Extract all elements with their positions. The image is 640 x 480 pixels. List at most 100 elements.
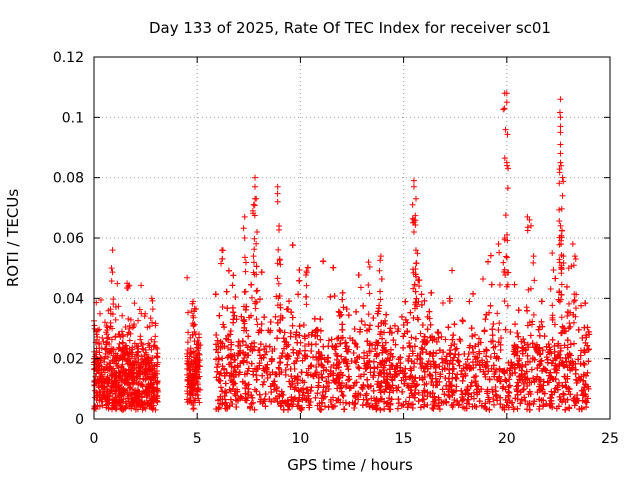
data-point [495, 327, 502, 334]
data-point [148, 384, 155, 391]
data-point [419, 391, 426, 398]
data-point [289, 322, 296, 329]
data-point [187, 350, 194, 357]
data-point [322, 388, 329, 395]
data-point [142, 310, 149, 317]
data-point [562, 379, 569, 386]
data-point [105, 405, 112, 412]
data-point [564, 344, 571, 351]
data-point [446, 366, 453, 373]
data-point [287, 383, 294, 390]
data-point [138, 282, 145, 289]
data-point [232, 294, 239, 301]
data-point [131, 369, 138, 376]
data-point [106, 397, 113, 404]
data-point [520, 386, 527, 393]
data-point [126, 337, 133, 344]
data-point [520, 380, 527, 387]
data-point [125, 315, 132, 322]
data-point [276, 327, 283, 334]
data-point [496, 373, 503, 380]
data-point [148, 336, 155, 343]
data-point [93, 379, 100, 386]
data-point [321, 403, 328, 410]
data-point [539, 347, 546, 354]
data-point [351, 326, 358, 333]
data-point [489, 326, 496, 333]
data-point [102, 378, 109, 385]
data-point [488, 281, 495, 288]
data-point [138, 400, 145, 407]
data-point [351, 400, 358, 407]
data-point [135, 317, 142, 324]
data-point [249, 340, 256, 347]
data-point [115, 303, 122, 310]
data-point [406, 353, 413, 360]
data-point [567, 352, 574, 359]
data-point [543, 354, 550, 361]
data-point [186, 398, 193, 405]
data-point [222, 399, 229, 406]
data-point [124, 350, 131, 357]
data-point [127, 359, 134, 366]
data-point [149, 394, 156, 401]
data-point [296, 388, 303, 395]
data-point [402, 298, 409, 305]
data-point [361, 371, 368, 378]
data-point [128, 405, 135, 412]
data-point [571, 402, 578, 409]
data-point [195, 395, 202, 402]
data-point [135, 348, 142, 355]
data-point [409, 380, 416, 387]
data-point [512, 395, 519, 402]
data-point [190, 373, 197, 380]
data-point [377, 359, 384, 366]
data-point [443, 357, 450, 364]
data-point [424, 326, 431, 333]
data-point [261, 351, 268, 358]
data-point [367, 348, 374, 355]
data-point [564, 396, 571, 403]
data-point [383, 369, 390, 376]
data-point [521, 339, 528, 346]
data-point [136, 364, 143, 371]
data-point [106, 349, 113, 356]
data-point [97, 354, 104, 361]
data-point [351, 404, 358, 411]
data-point [103, 339, 110, 346]
data-point [136, 306, 143, 313]
data-point [338, 353, 345, 360]
data-point [514, 405, 521, 412]
data-point [128, 398, 135, 405]
data-point [108, 336, 115, 343]
data-point [220, 321, 227, 328]
data-point [406, 394, 413, 401]
data-point [585, 346, 592, 353]
data-point [135, 364, 142, 371]
data-point [475, 341, 482, 348]
data-point [564, 375, 571, 382]
data-point [357, 284, 364, 291]
data-point [456, 336, 463, 343]
data-point [113, 360, 120, 367]
data-point [134, 352, 141, 359]
data-point [523, 368, 530, 375]
data-point [196, 362, 203, 369]
data-point [485, 258, 492, 265]
data-point [562, 406, 569, 413]
data-point [110, 365, 117, 372]
data-point [277, 359, 284, 366]
data-point [357, 373, 364, 380]
data-point [318, 352, 325, 359]
data-point [120, 340, 127, 347]
data-point [154, 399, 161, 406]
data-point [238, 313, 245, 320]
data-point [148, 355, 155, 362]
data-point [578, 302, 585, 309]
data-point [229, 282, 236, 289]
data-point [112, 380, 119, 387]
data-point [132, 387, 139, 394]
data-point [489, 386, 496, 393]
data-point [154, 350, 161, 357]
data-point [224, 345, 231, 352]
